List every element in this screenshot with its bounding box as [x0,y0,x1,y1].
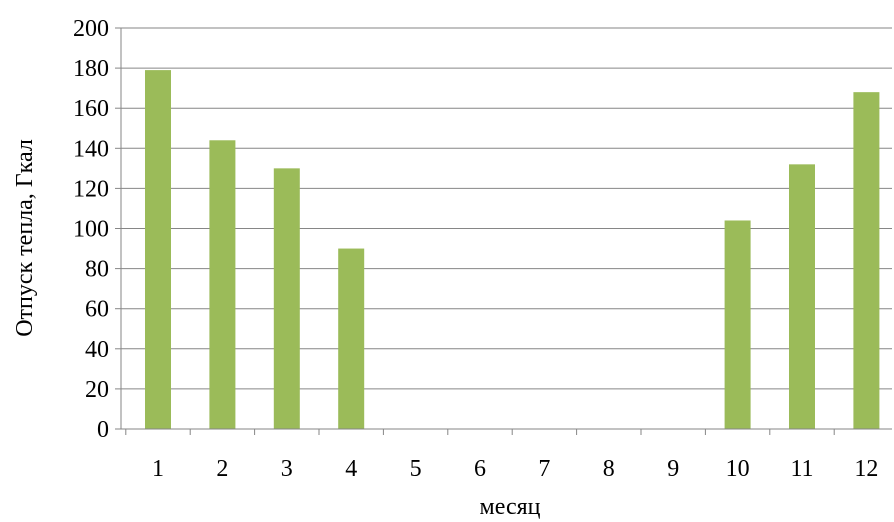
y-tick-label: 0 [97,417,109,443]
y-tick-label: 80 [85,257,109,283]
bar [853,92,880,429]
y-tick-label: 180 [73,56,109,82]
x-tick-label: 3 [281,456,293,482]
bar [724,220,751,429]
y-tick-label: 60 [85,297,109,323]
x-tick-label: 7 [538,456,550,482]
y-axis-title: Отпуск тепла, Гкал [12,139,38,337]
x-tick-label: 1 [152,456,164,482]
bar [209,140,236,429]
x-tick-labels: 1 2 3 4 5 6 7 8 9 10 11 12 [125,429,878,482]
bar [273,168,300,429]
x-tick-label: 4 [345,456,357,482]
x-tick-label: 9 [667,456,679,482]
y-tick-label: 200 [73,16,109,42]
bar [338,248,365,429]
y-tick-label: 160 [73,96,109,122]
x-tick-label: 5 [410,456,422,482]
x-tick-label: 12 [854,456,878,482]
y-tick-label: 120 [73,176,109,202]
bars [145,70,880,429]
x-tick-label: 6 [474,456,486,482]
y-tick-label: 40 [85,337,109,363]
y-tick-label: 20 [85,377,109,403]
x-tick-label: 11 [790,456,813,482]
y-tick-label: 100 [73,217,109,243]
x-tick-label: 2 [216,456,228,482]
bar [145,70,171,429]
bar [789,164,815,429]
y-tick-labels: 0 20 40 60 80 100 120 140 160 180 200 [73,16,109,443]
x-tick-label: 8 [603,456,615,482]
y-tick-label: 140 [73,136,109,162]
x-tick-label: 10 [726,456,750,482]
gridlines [115,27,892,430]
x-axis-title: месяц [480,494,541,520]
